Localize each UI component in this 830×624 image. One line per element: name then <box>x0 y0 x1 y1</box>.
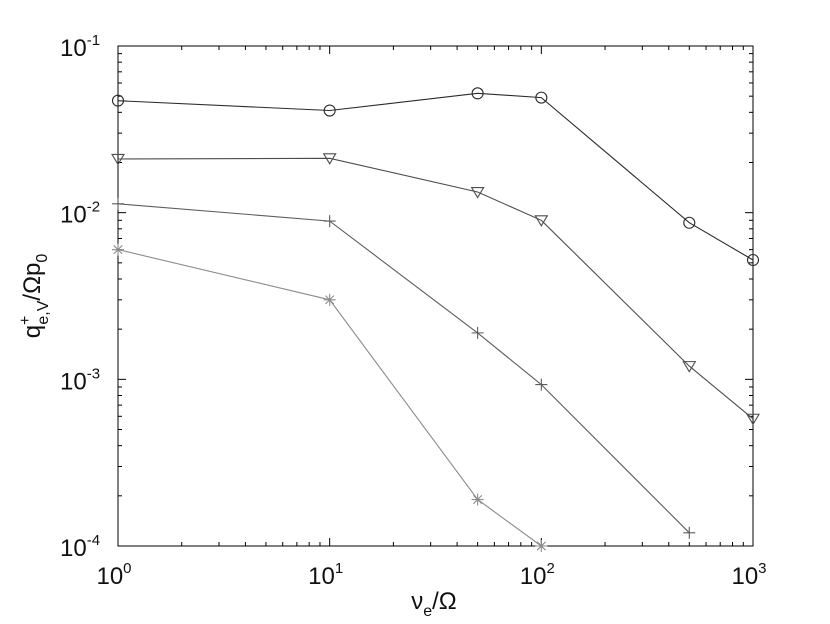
series-asterisk <box>112 243 548 552</box>
plus-marker <box>323 215 336 228</box>
circle-marker <box>683 216 696 229</box>
series-triangle-down <box>111 153 760 426</box>
plus-marker <box>112 197 124 210</box>
y-tick-label: 10-4 <box>60 532 100 562</box>
triangle-marker <box>534 215 549 227</box>
y-tick-label: 10-2 <box>60 199 100 229</box>
series-line <box>117 249 542 547</box>
circle-marker <box>746 253 760 267</box>
plot-frame <box>117 45 754 547</box>
plus-marker <box>683 526 696 539</box>
y-tick-label: 10-3 <box>60 365 100 395</box>
series-circle <box>111 87 760 267</box>
circle-marker <box>323 104 336 117</box>
x-axis-label: νe/Ω <box>411 588 457 620</box>
series-layer <box>111 87 760 552</box>
series-line <box>117 157 754 420</box>
x-tick-label: 101 <box>308 560 343 590</box>
asterisk-marker <box>112 243 124 256</box>
plus-marker <box>535 378 548 391</box>
plus-marker <box>471 326 484 339</box>
axis-ticks: 100 101 102 103 10-4 10-3 10-2 10-1 <box>60 32 767 590</box>
x-tick-label: 100 <box>96 560 131 590</box>
series-plus <box>112 197 696 539</box>
circle-marker <box>111 94 125 107</box>
asterisk-marker <box>471 493 484 506</box>
triangle-marker <box>111 153 125 166</box>
y-tick-label: 10-1 <box>60 32 100 62</box>
circle-marker <box>471 87 484 100</box>
asterisk-marker <box>535 540 548 552</box>
x-tick-label: 103 <box>731 560 766 590</box>
triangle-marker <box>322 153 337 165</box>
x-tick-label: 102 <box>520 560 555 590</box>
y-axis-label: q+e,V/Ωp0 <box>17 254 52 339</box>
triangle-marker <box>470 186 485 199</box>
asterisk-marker <box>323 293 336 306</box>
triangle-marker <box>746 413 760 426</box>
series-line <box>117 92 754 261</box>
circle-marker <box>535 91 548 104</box>
series-line <box>117 203 690 534</box>
triangle-marker <box>682 361 697 373</box>
